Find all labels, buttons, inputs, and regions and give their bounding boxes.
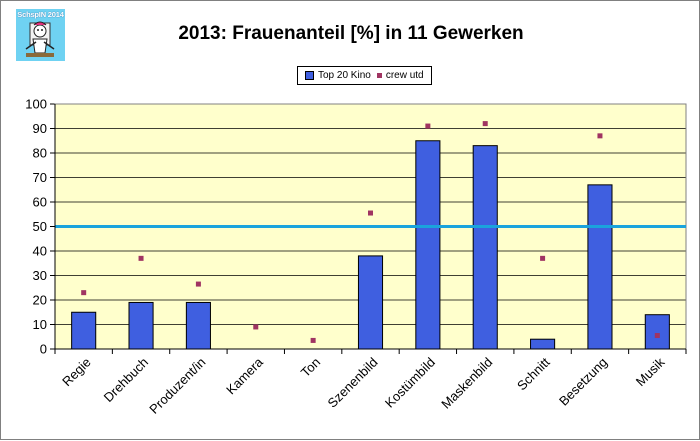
x-tick-label: Schnitt bbox=[514, 354, 553, 393]
scatter-point bbox=[253, 324, 259, 330]
y-tick-label: 30 bbox=[33, 268, 47, 283]
y-tick-label: 10 bbox=[33, 317, 47, 332]
legend: Top 20 Kino crew utd bbox=[297, 66, 432, 85]
legend-point-swatch bbox=[376, 73, 382, 78]
bar bbox=[644, 314, 670, 350]
legend-entry-points: crew utd bbox=[376, 70, 424, 81]
scatter-point bbox=[425, 123, 431, 129]
x-tick-label: Regie bbox=[59, 355, 94, 390]
scatter-point bbox=[597, 133, 603, 139]
chart-title: 2013: Frauenanteil [%] in 11 Gewerken bbox=[178, 23, 524, 44]
bar bbox=[415, 140, 441, 350]
x-tick-label: Drehbuch bbox=[101, 355, 151, 405]
x-tick-label: Produzent/in bbox=[146, 355, 208, 417]
y-tick-label: 60 bbox=[33, 195, 47, 210]
x-tick-label: Szenenbild bbox=[325, 355, 381, 411]
bar bbox=[71, 311, 97, 350]
bar bbox=[530, 338, 556, 350]
bar bbox=[357, 255, 384, 350]
y-tick-label: 20 bbox=[33, 293, 47, 308]
bar bbox=[185, 301, 211, 350]
scatter-point bbox=[310, 337, 316, 343]
scatter-point bbox=[195, 281, 201, 287]
bar bbox=[128, 301, 154, 350]
x-tick-label: Kamera bbox=[223, 354, 266, 397]
x-tick-label: Besetzung bbox=[556, 355, 610, 409]
y-tick-label: 50 bbox=[33, 219, 47, 234]
logo-text: SchspIN 2014 bbox=[17, 10, 64, 19]
bar bbox=[587, 184, 613, 350]
scatter-point bbox=[368, 210, 373, 216]
legend-label-points: crew utd bbox=[385, 70, 424, 81]
x-tick-label: Kostümbild bbox=[382, 355, 438, 411]
y-tick-label: 0 bbox=[40, 342, 47, 357]
scatter-point bbox=[482, 121, 488, 127]
scatter-point bbox=[540, 255, 546, 261]
y-tick-label: 40 bbox=[33, 244, 47, 259]
x-tick-label: Ton bbox=[298, 355, 323, 380]
y-tick-label: 90 bbox=[33, 121, 47, 136]
legend-entry-bars: Top 20 Kino bbox=[305, 70, 371, 81]
scatter-point bbox=[654, 333, 660, 339]
scatter-point bbox=[81, 290, 87, 296]
y-tick-label: 100 bbox=[25, 97, 47, 112]
x-tick-label: Maskenbild bbox=[438, 355, 495, 412]
legend-label-bars: Top 20 Kino bbox=[318, 70, 371, 81]
x-tick-label: Musik bbox=[633, 354, 668, 389]
bar bbox=[472, 145, 498, 350]
logo-figure-icon bbox=[25, 21, 55, 57]
y-tick-label: 80 bbox=[33, 146, 47, 161]
y-tick-label: 70 bbox=[33, 170, 47, 185]
logo: SchspIN 2014 bbox=[16, 9, 65, 61]
legend-bar-swatch bbox=[305, 71, 314, 80]
scatter-point bbox=[138, 255, 144, 261]
